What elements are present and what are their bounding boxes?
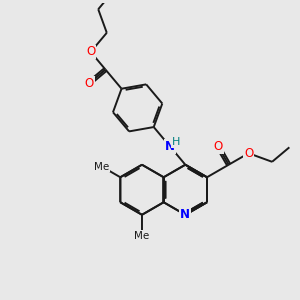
Text: N: N — [165, 140, 175, 153]
Text: O: O — [86, 45, 95, 58]
Text: O: O — [214, 140, 223, 153]
Text: O: O — [85, 77, 94, 90]
Text: O: O — [244, 147, 253, 160]
Text: Me: Me — [94, 162, 110, 172]
Text: Me: Me — [134, 231, 150, 241]
Text: H: H — [172, 137, 181, 147]
Text: N: N — [180, 208, 190, 221]
